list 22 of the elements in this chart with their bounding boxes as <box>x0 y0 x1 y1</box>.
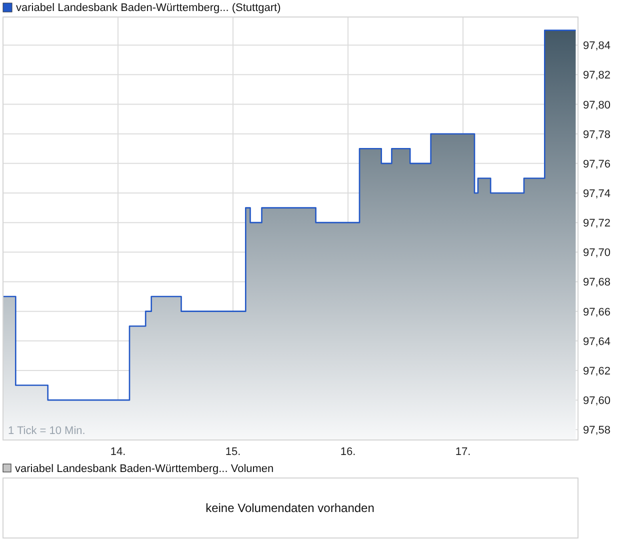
text: keine Volumendaten vorhanden <box>206 501 374 515</box>
y-tick-label: 97,80 <box>583 99 611 112</box>
y-tick-label: 97,78 <box>583 128 611 141</box>
y-tick-label: 97,62 <box>583 365 611 378</box>
x-tick-label: 16. <box>340 446 356 458</box>
x-tick-label: 14. <box>110 446 126 458</box>
text: variabel Landesbank Baden-Württemberg... Volumen <box>15 463 274 475</box>
y-tick-label: 97,64 <box>583 336 611 348</box>
y-tick-label: 97,66 <box>583 306 611 318</box>
x-tick-label: 17. <box>455 446 471 458</box>
y-tick-label: 97,68 <box>583 276 611 289</box>
x-tick-label: 15. <box>225 446 241 458</box>
y-tick-label: 97,76 <box>583 158 611 170</box>
legend-label: variabel Landesbank Baden-Württemberg... (Stuttgart) <box>16 2 281 14</box>
y-tick-label: 97,82 <box>583 70 611 82</box>
y-tick-label: 97,84 <box>583 40 611 52</box>
y-tick-label: 97,70 <box>583 247 611 260</box>
y-tick-label: 97,60 <box>583 395 611 408</box>
y-tick-label: 97,58 <box>583 424 611 437</box>
y-tick-label: 97,72 <box>583 218 611 230</box>
annotation: 1 Tick = 10 Min. <box>8 425 86 437</box>
y-tick-label: 97,74 <box>583 188 611 200</box>
